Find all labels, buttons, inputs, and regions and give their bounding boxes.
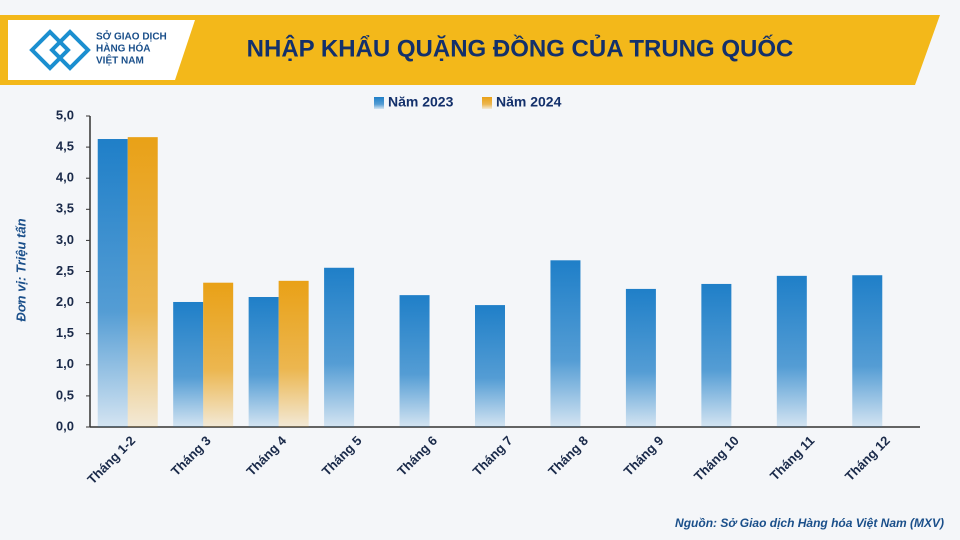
y-tick-label: 1,0 <box>56 356 74 371</box>
bar <box>203 282 234 427</box>
bar <box>399 295 430 427</box>
bar <box>324 267 355 427</box>
y-axis-label: Đơn vị: Triệu tấn <box>13 218 28 321</box>
y-tick-label: 3,5 <box>56 201 74 216</box>
bar <box>776 275 807 427</box>
bar <box>625 288 656 427</box>
y-tick-label: 2,0 <box>56 294 74 309</box>
logo-text: HÀNG HÓA <box>96 42 150 55</box>
bar <box>173 301 204 427</box>
y-tick-label: 3,0 <box>56 232 74 247</box>
bar <box>127 137 158 427</box>
source-note: Nguồn: Sở Giao dịch Hàng hóa Việt Nam (M… <box>675 516 944 530</box>
logo-text: SỞ GIAO DỊCH <box>96 30 167 43</box>
bar <box>248 297 279 427</box>
y-tick-label: 2,5 <box>56 263 74 278</box>
legend-label: Năm 2023 <box>388 94 454 110</box>
y-tick-label: 0,5 <box>56 387 74 402</box>
y-tick-label: 0,0 <box>56 418 74 433</box>
legend-label: Năm 2024 <box>496 94 562 110</box>
legend-swatch <box>374 97 384 109</box>
logo-text: VIỆT NAM <box>96 54 144 67</box>
y-tick-label: 1,5 <box>56 325 74 340</box>
bar <box>97 139 128 427</box>
y-tick-label: 4,5 <box>56 139 74 154</box>
bar <box>550 260 581 427</box>
bar <box>278 280 309 427</box>
y-tick-label: 5,0 <box>56 107 74 122</box>
chart-title: NHẬP KHẨU QUẶNG ĐỒNG CỦA TRUNG QUỐC <box>247 33 794 62</box>
y-tick-label: 4,0 <box>56 170 74 185</box>
bar <box>852 275 883 427</box>
bar <box>701 283 732 427</box>
legend-swatch <box>482 97 492 109</box>
header-band <box>0 15 940 85</box>
bar <box>475 305 505 427</box>
logo-icon <box>29 29 91 71</box>
